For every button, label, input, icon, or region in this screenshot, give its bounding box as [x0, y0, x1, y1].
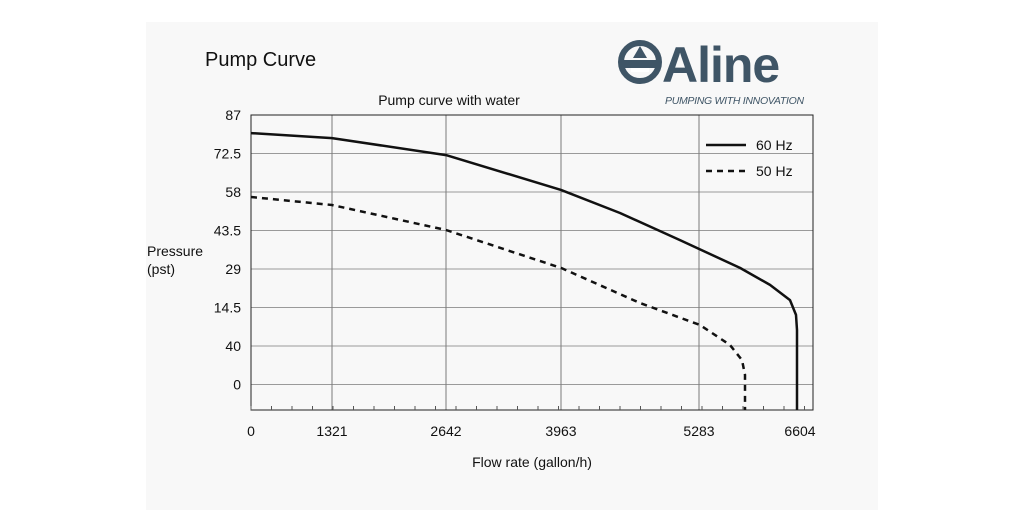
plot-frame	[250, 114, 814, 411]
svg-text:Aline: Aline	[662, 38, 779, 93]
pump-icon	[618, 40, 662, 84]
x-tick-label: 0	[247, 423, 255, 439]
y-tick-label: 87	[225, 107, 241, 123]
x-tick-label: 3963	[545, 423, 576, 439]
y-tick-label: 14.5	[214, 300, 241, 316]
series-line-50hz	[250, 195, 747, 410]
x-tick-label: 5283	[683, 423, 714, 439]
y-axis-label-line2: (pst)	[147, 261, 175, 277]
y-tick-labels: 87 72.5 58 43.5 29 14.5 40 0	[214, 107, 241, 393]
x-tick-label: 6604	[784, 423, 815, 439]
x-tick-label: 1321	[316, 423, 347, 439]
chart-panel	[146, 22, 878, 510]
minor-ticks	[250, 406, 805, 410]
x-axis-label: Flow rate (gallon/h)	[472, 454, 592, 470]
x-tick-labels: 0 1321 2642 3963 5283 6604	[247, 423, 816, 439]
legend-label-60hz: 60 Hz	[756, 137, 793, 153]
series-line-60hz	[250, 131, 799, 410]
y-tick-label: 43.5	[214, 223, 241, 239]
svg-text:PUMPING WITH INNOVATION: PUMPING WITH INNOVATION	[665, 95, 804, 107]
page-title: Pump Curve	[205, 49, 317, 71]
series-lines	[250, 131, 799, 410]
chart-title: Pump curve with water	[378, 92, 520, 108]
grid	[251, 115, 813, 410]
y-tick-label: 0	[233, 377, 241, 393]
legend: 60 Hz 50 Hz	[706, 137, 793, 179]
y-tick-label: 40	[225, 338, 241, 354]
y-tick-label: 58	[225, 184, 241, 200]
x-tick-label: 2642	[430, 423, 461, 439]
y-tick-label: 72.5	[214, 146, 241, 162]
y-axis-label-line1: Pressure	[147, 243, 203, 259]
legend-label-50hz: 50 Hz	[756, 163, 793, 179]
aline-logo: Aline PUMPING WITH INNOVATION	[618, 38, 805, 107]
y-tick-label: 29	[225, 261, 241, 277]
